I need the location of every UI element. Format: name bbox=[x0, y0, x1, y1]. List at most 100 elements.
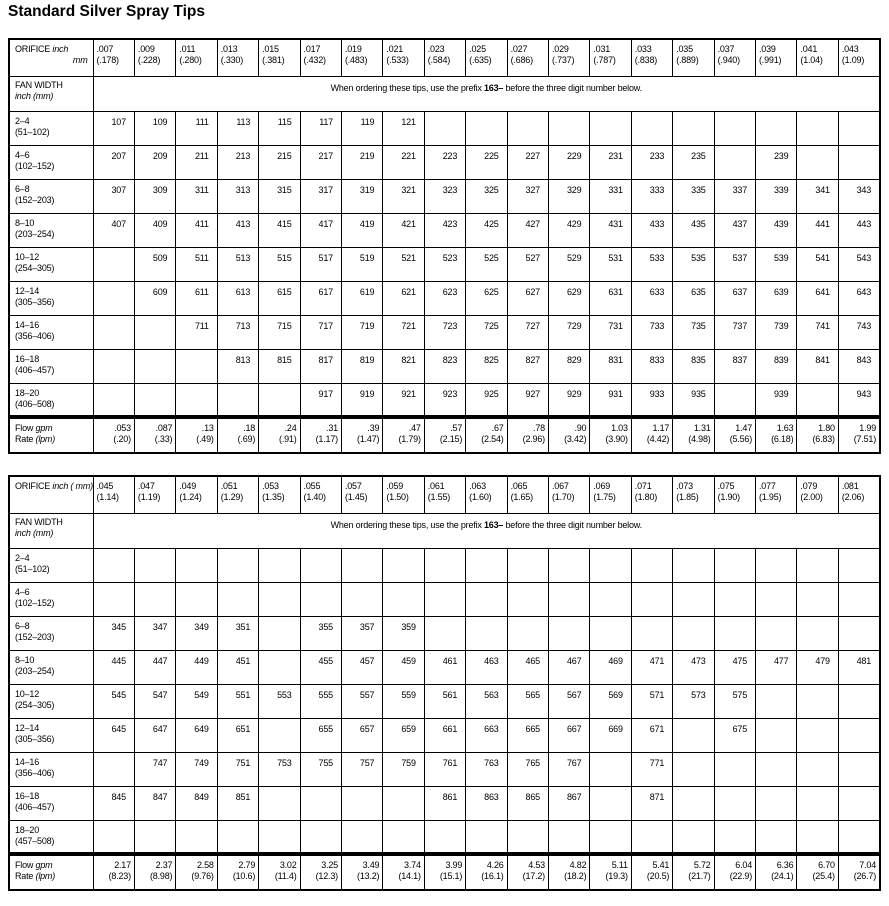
orifice-inch: .019 bbox=[344, 44, 362, 54]
tip-number-cell: 637 bbox=[713, 280, 757, 316]
fan-width-mm: (51–102) bbox=[15, 563, 50, 574]
flow-gpm: 2.79 bbox=[238, 860, 256, 870]
orifice-mm: (1.19) bbox=[137, 492, 161, 502]
flow-lpm: (14.1) bbox=[398, 871, 421, 881]
flow-gpm: .053 bbox=[114, 423, 131, 433]
fan-width-mm: (152–203) bbox=[15, 194, 55, 205]
fan-width-mm: (406–508) bbox=[15, 398, 55, 409]
fan-width-mm: (152–203) bbox=[15, 631, 55, 642]
flow-rate-cell: 1.63 (6.18) bbox=[754, 415, 798, 454]
tip-number-cell bbox=[589, 785, 632, 821]
tip-number-cell bbox=[796, 615, 839, 651]
tip-number-cell: 349 bbox=[175, 615, 218, 651]
tip-number-cell: 339 bbox=[754, 178, 798, 214]
tip-number-cell: 541 bbox=[796, 246, 839, 282]
tip-number-cell: 823 bbox=[423, 348, 467, 384]
flow-rate-cell: 1.80 (6.83) bbox=[796, 415, 839, 454]
tip-number-cell bbox=[465, 615, 508, 651]
orifice-size-cell: .037 (.940) bbox=[713, 38, 757, 77]
flow-rate-cell: .13 (.49) bbox=[175, 415, 218, 454]
tip-number-cell bbox=[796, 717, 839, 753]
tip-number-cell: 613 bbox=[216, 280, 260, 316]
tip-number-cell: 435 bbox=[672, 212, 715, 248]
flow-rate-cell: 7.04 (26.7) bbox=[837, 852, 881, 891]
table-row: 8–10 (203–254) 407 409 411 413 415 417 419 421 423… bbox=[8, 212, 881, 248]
tip-number-cell bbox=[837, 717, 881, 753]
orifice-mm: (1.24) bbox=[179, 492, 202, 502]
tip-number-cell bbox=[796, 751, 839, 787]
tip-number-cell bbox=[837, 581, 881, 617]
tip-number-cell bbox=[754, 751, 798, 787]
flow-gpm: 1.17 bbox=[652, 423, 670, 433]
tip-number-cell: 563 bbox=[465, 683, 508, 719]
flow-gpm: .087 bbox=[155, 423, 173, 433]
flow-lpm: (4.42) bbox=[646, 434, 670, 444]
tip-number-cell bbox=[299, 547, 342, 583]
tip-number-cell: 533 bbox=[630, 246, 674, 282]
fan-width-mm: (457–508) bbox=[15, 835, 55, 846]
flow-lpm: (17.2) bbox=[522, 871, 546, 881]
tip-number-cell: 741 bbox=[796, 314, 839, 350]
tip-number-cell: 627 bbox=[506, 280, 549, 316]
orifice-inch: .039 bbox=[759, 44, 776, 54]
tip-number-cell bbox=[837, 785, 881, 821]
tip-number-cell: 475 bbox=[713, 649, 757, 685]
fan-width-cell: 12–14 (305–356) bbox=[8, 717, 94, 753]
flow-gpm: 1.47 bbox=[735, 423, 752, 433]
tip-number-cell: 467 bbox=[547, 649, 591, 685]
tip-number-cell: 359 bbox=[382, 615, 425, 651]
tip-number-cell: 813 bbox=[216, 348, 260, 384]
orifice-mm: (.432) bbox=[303, 55, 327, 65]
tip-number-cell bbox=[133, 819, 177, 855]
orifice-row: ORIFICE inch mm .007 (.178) .009 (.228) .011 (.… bbox=[8, 38, 881, 77]
flow-lpm: (3.42) bbox=[564, 434, 587, 444]
tip-number-cell bbox=[713, 110, 757, 146]
tip-number-cell bbox=[547, 581, 591, 617]
orifice-mm: (1.50) bbox=[386, 492, 409, 502]
tip-number-cell: 421 bbox=[382, 212, 425, 248]
orifice-unit: inch bbox=[52, 44, 69, 54]
flow-gpm: 3.74 bbox=[404, 860, 421, 870]
tip-number-cell: 327 bbox=[506, 178, 549, 214]
table-row: 18–20 (406–508) 917 919 921 923 925 927 929 931 93… bbox=[8, 382, 881, 418]
tip-number-cell: 463 bbox=[465, 649, 508, 685]
table-row: 14–16 (356–406) 747 749 751 753 755 757 759 761 76… bbox=[8, 751, 881, 787]
flow-lpm: (1.47) bbox=[357, 434, 380, 444]
orifice-mm: (1.95) bbox=[759, 492, 782, 502]
flow-gpm: .47 bbox=[408, 423, 421, 433]
flow-lpm: (26.7) bbox=[853, 871, 877, 881]
tip-number-cell bbox=[837, 110, 881, 146]
flow-gpm: .78 bbox=[533, 423, 545, 433]
tip-number-cell bbox=[423, 547, 467, 583]
tip-number-cell: 851 bbox=[216, 785, 260, 821]
orifice-inch: .065 bbox=[510, 481, 528, 491]
tip-number-cell: 719 bbox=[340, 314, 384, 350]
orifice-inch: .007 bbox=[96, 44, 114, 54]
tip-number-cell bbox=[258, 581, 301, 617]
tip-number-cell: 455 bbox=[299, 649, 342, 685]
tip-number-cell bbox=[672, 717, 715, 753]
note-prefix: 163– bbox=[483, 519, 504, 530]
flow-gpm: 4.82 bbox=[569, 860, 587, 870]
tip-number-cell bbox=[796, 382, 839, 418]
orifice-mm: (1.70) bbox=[551, 492, 575, 502]
tip-number-cell: 231 bbox=[589, 144, 632, 180]
tip-number-cell bbox=[796, 819, 839, 855]
orifice-label: ORIFICE bbox=[15, 44, 51, 54]
tip-number-cell bbox=[382, 581, 425, 617]
flow-gpm: 2.37 bbox=[155, 860, 173, 870]
orifice-size-cell: .039 (.991) bbox=[754, 38, 798, 77]
flow-gpm: 4.26 bbox=[486, 860, 504, 870]
flow-rate-row: Flow gpm Rate (lpm) .053 (.20) .087 (.33) .13(… bbox=[8, 415, 881, 454]
flow-gpm: 3.49 bbox=[362, 860, 380, 870]
tip-number-cell: 731 bbox=[589, 314, 632, 350]
tip-number-cell: 109 bbox=[133, 110, 177, 146]
fan-width-mm: (356–406) bbox=[15, 330, 55, 341]
flow-gpm: 4.53 bbox=[528, 860, 545, 870]
flow-gpm: 6.04 bbox=[735, 860, 752, 870]
flow-rate-cell: 3.02 (11.4) bbox=[258, 852, 301, 891]
tip-number-cell bbox=[175, 382, 218, 418]
fan-width-cell: 10–12 (254–305) bbox=[8, 246, 94, 282]
tip-number-cell: 665 bbox=[506, 717, 549, 753]
tip-number-cell: 311 bbox=[175, 178, 218, 214]
